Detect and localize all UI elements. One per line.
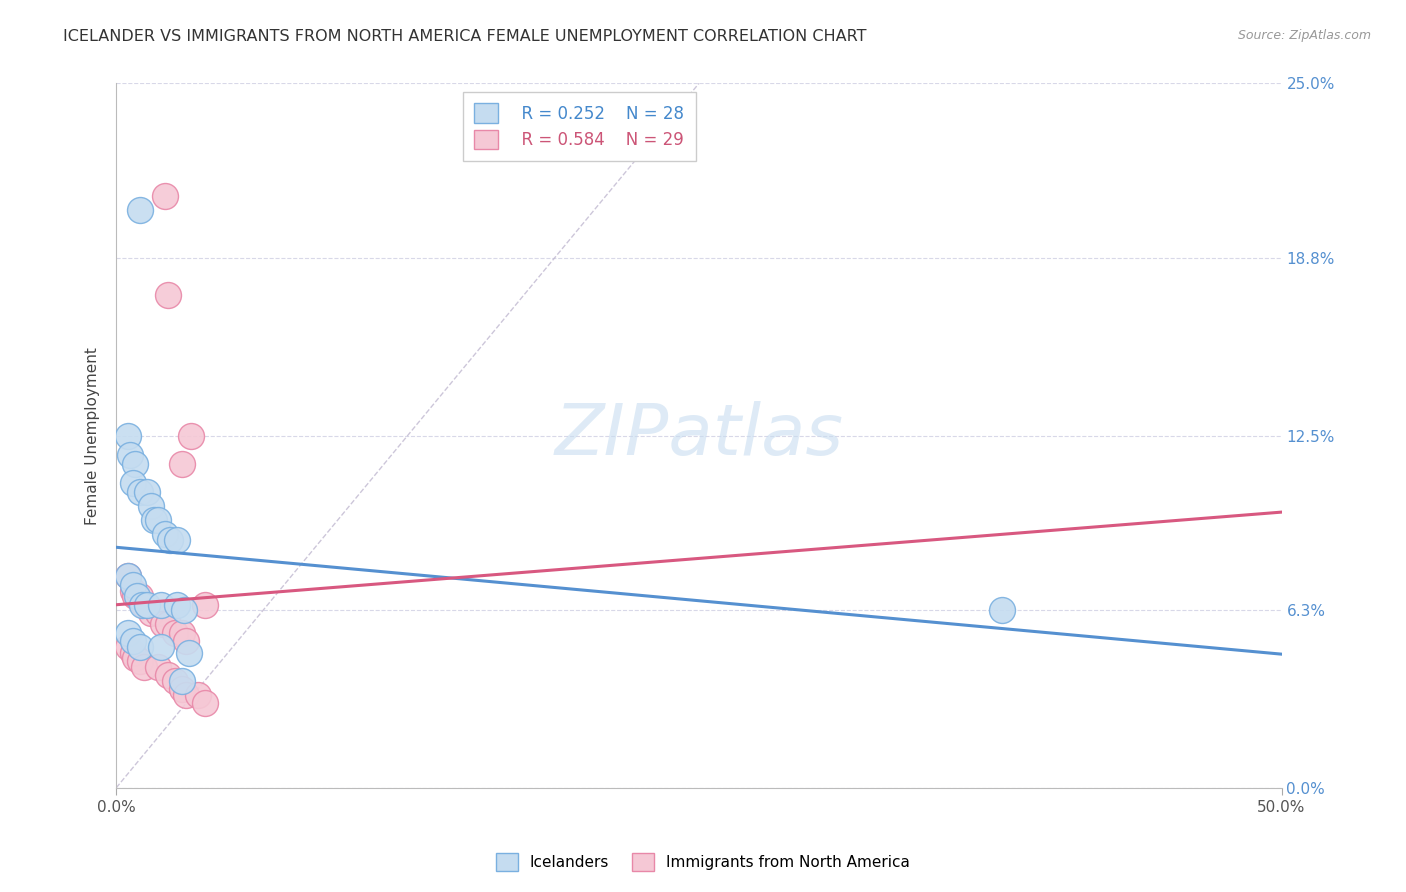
- Point: [128, 654, 150, 668]
- Point: [128, 203, 150, 218]
- Point: [135, 598, 157, 612]
- Text: ICELANDER VS IMMIGRANTS FROM NORTH AMERICA FEMALE UNEMPLOYMENT CORRELATION CHART: ICELANDER VS IMMIGRANTS FROM NORTH AMERI…: [63, 29, 866, 44]
- Point: [991, 603, 1014, 617]
- Point: [173, 603, 195, 617]
- Point: [148, 513, 170, 527]
- Legend:   R = 0.252    N = 28,   R = 0.584    N = 29: R = 0.252 N = 28, R = 0.584 N = 29: [463, 92, 696, 161]
- Point: [127, 589, 149, 603]
- Point: [142, 513, 165, 527]
- Point: [124, 457, 146, 471]
- Point: [180, 428, 202, 442]
- Point: [124, 651, 146, 665]
- Point: [128, 485, 150, 500]
- Point: [155, 189, 177, 203]
- Point: [121, 583, 143, 598]
- Point: [194, 598, 217, 612]
- Point: [156, 617, 179, 632]
- Point: [117, 428, 139, 442]
- Point: [156, 668, 179, 682]
- Point: [148, 606, 170, 620]
- Point: [149, 640, 172, 654]
- Point: [166, 533, 188, 547]
- Point: [117, 625, 139, 640]
- Point: [156, 287, 179, 301]
- Point: [174, 634, 197, 648]
- Text: ZIPatlas: ZIPatlas: [554, 401, 844, 470]
- Point: [166, 598, 188, 612]
- Point: [135, 485, 157, 500]
- Point: [194, 696, 217, 710]
- Y-axis label: Female Unemployment: Female Unemployment: [86, 347, 100, 524]
- Point: [141, 499, 163, 513]
- Point: [170, 457, 193, 471]
- Point: [117, 569, 139, 583]
- Point: [149, 598, 172, 612]
- Point: [134, 598, 156, 612]
- Legend: Icelanders, Immigrants from North America: Icelanders, Immigrants from North Americ…: [486, 844, 920, 880]
- Point: [170, 625, 193, 640]
- Point: [159, 533, 181, 547]
- Point: [170, 673, 193, 688]
- Point: [121, 578, 143, 592]
- Point: [131, 598, 153, 612]
- Point: [152, 617, 174, 632]
- Point: [163, 625, 186, 640]
- Point: [120, 448, 142, 462]
- Text: Source: ZipAtlas.com: Source: ZipAtlas.com: [1237, 29, 1371, 42]
- Point: [134, 659, 156, 673]
- Point: [187, 688, 209, 702]
- Point: [163, 673, 186, 688]
- Point: [155, 527, 177, 541]
- Point: [177, 646, 200, 660]
- Point: [121, 476, 143, 491]
- Point: [117, 640, 139, 654]
- Point: [121, 634, 143, 648]
- Point: [121, 646, 143, 660]
- Point: [117, 569, 139, 583]
- Point: [141, 606, 163, 620]
- Point: [174, 688, 197, 702]
- Point: [170, 682, 193, 697]
- Point: [148, 659, 170, 673]
- Point: [128, 589, 150, 603]
- Point: [128, 640, 150, 654]
- Point: [124, 589, 146, 603]
